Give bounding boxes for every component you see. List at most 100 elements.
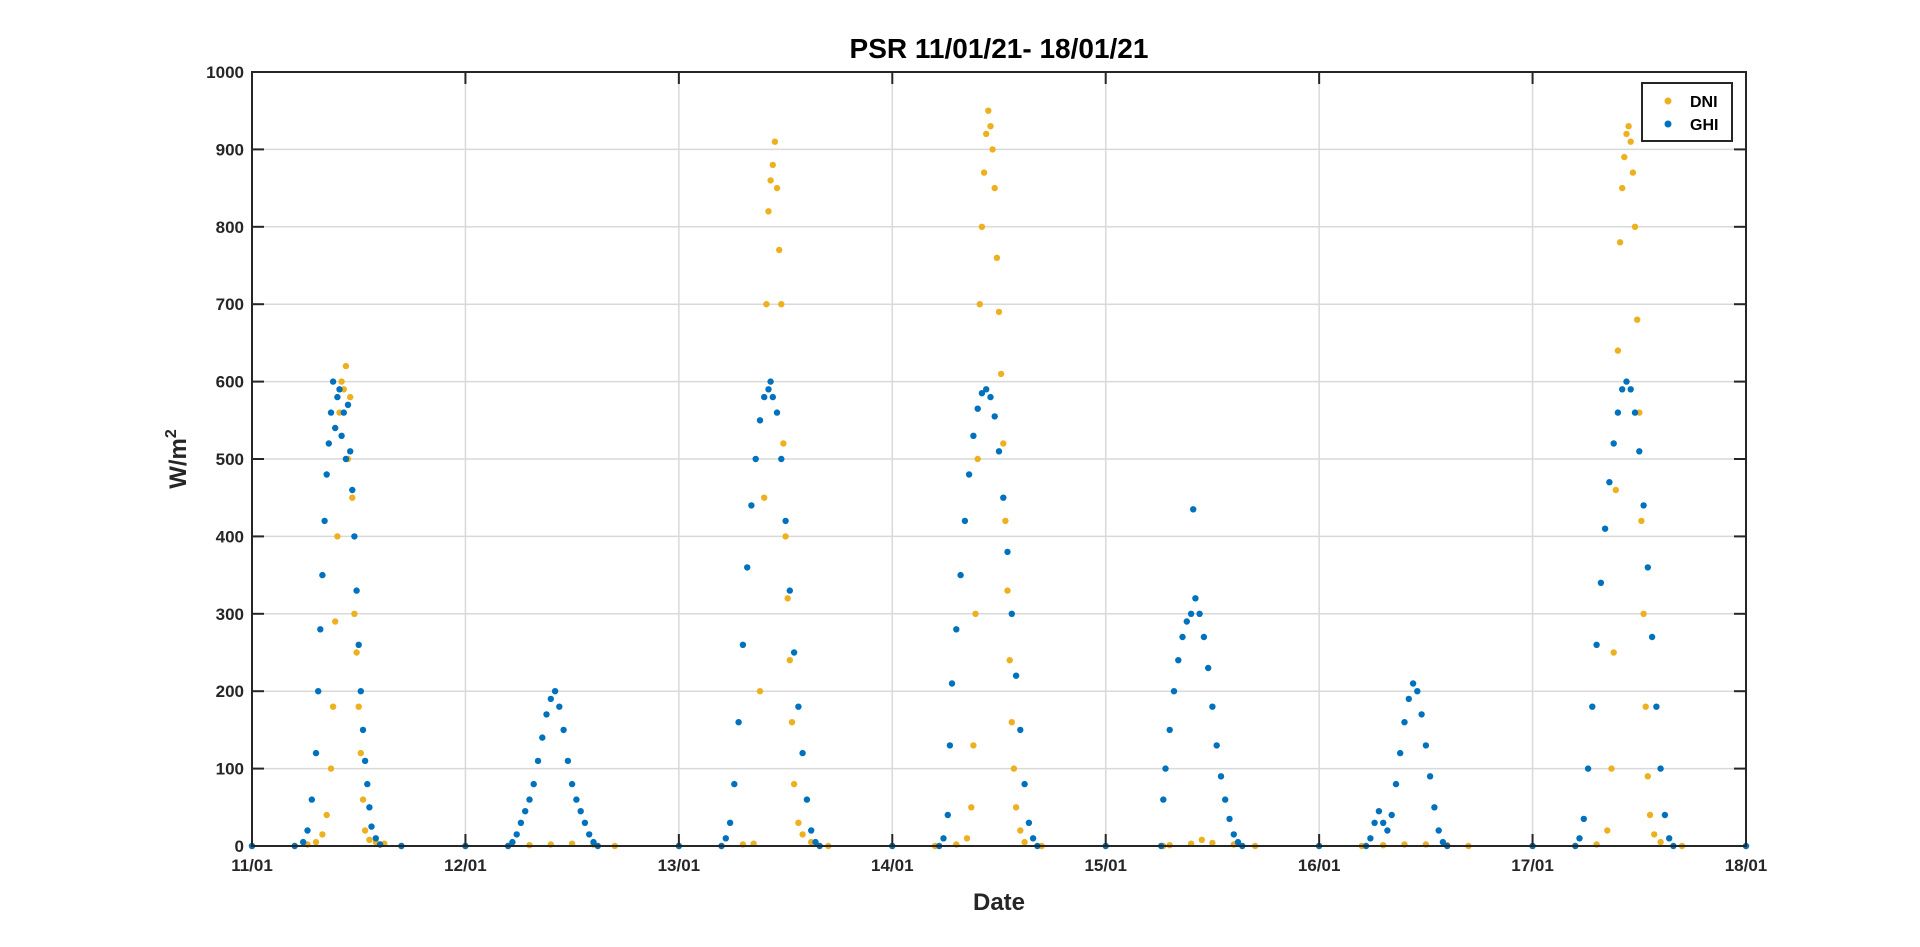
data-point-ghi [1029,835,1037,842]
data-point-ghi [1222,796,1229,803]
data-point-ghi [351,533,358,540]
data-point-dni [1640,610,1647,617]
data-point-ghi [340,409,347,416]
x-tick-label: 13/01 [658,856,701,875]
data-point-dni [782,533,789,540]
data-point-ghi [1392,780,1400,788]
data-point-ghi [1012,672,1020,679]
data-point-ghi [1661,811,1669,819]
data-point-ghi [965,471,973,478]
data-point-ghi [368,823,375,830]
data-point-ghi [513,831,520,838]
data-point-ghi [1021,780,1028,788]
data-point-ghi [961,517,969,525]
data-point-ghi [315,688,322,695]
data-point-dni [995,308,1003,316]
data-point-ghi [1187,610,1195,617]
data-point-ghi [547,695,554,703]
data-point-ghi [344,401,352,408]
data-point-dni [983,130,990,138]
data-point-ghi [1623,378,1630,385]
y-tick-label: 600 [216,373,244,392]
data-point-dni [799,831,806,838]
data-point-dni [312,838,320,846]
data-point-dni [972,610,979,617]
data-point-dni [963,835,971,842]
data-point-ghi [1004,548,1011,556]
data-point-ghi [739,641,747,648]
data-point-ghi [590,838,597,846]
data-point-ghi [978,390,986,397]
data-point-ghi [357,688,364,695]
data-point-dni [1004,587,1011,594]
data-point-ghi [325,440,332,447]
data-point-dni [1644,773,1652,780]
data-point-dni [1657,838,1664,846]
data-point-ghi [1226,815,1233,823]
data-point-dni [1621,153,1628,161]
data-point-ghi [573,796,580,803]
x-tick-label: 16/01 [1298,856,1341,875]
data-point-ghi [323,471,330,478]
data-point-ghi [799,749,806,757]
data-point-ghi [1170,688,1178,695]
data-point-dni [771,138,779,145]
data-point-dni [991,184,998,192]
data-point-dni [788,719,796,726]
y-tick-label: 200 [216,682,244,701]
data-point-ghi [359,726,367,734]
data-point-ghi [765,386,772,393]
y-tick-label: 1000 [206,63,244,82]
data-point-dni [1623,130,1630,138]
y-tick-label: 700 [216,295,244,314]
data-point-dni [767,177,774,184]
y-tick-label: 500 [216,450,244,469]
y-axis-title-unit: W/m [165,438,192,489]
data-point-ghi [1422,742,1430,749]
data-point-ghi [953,626,960,633]
data-point-ghi [769,393,776,401]
data-point-ghi [782,517,789,525]
data-point-dni [349,494,356,501]
data-point-ghi [1409,680,1417,687]
data-point-ghi [1644,564,1652,571]
data-point-ghi [1175,657,1182,664]
data-point-ghi [1636,448,1643,455]
data-point-ghi [1008,610,1015,617]
data-point-dni [1198,836,1206,843]
data-point-ghi [334,393,341,401]
data-point-ghi [355,641,362,648]
data-point-ghi [957,571,964,579]
data-point-ghi [364,780,371,788]
axis-ticks [251,71,1747,847]
tick-labels: 0 100 200 300 400 500 600 700 800 900 1000 11/01 12/… [206,63,1767,875]
data-point-ghi [1435,827,1442,834]
data-point-ghi [522,808,529,815]
data-point-dni [780,440,787,447]
data-point-dni [319,831,326,838]
data-point-dni [1608,765,1615,772]
data-point-dni [976,301,983,308]
data-point-ghi [1371,819,1378,826]
data-point-dni [1006,657,1013,664]
data-point-dni [756,688,764,695]
data-point-ghi [1610,440,1617,447]
data-point-ghi [327,409,335,416]
data-point-ghi [778,455,785,463]
data-point-ghi [1597,579,1605,586]
data-point-dni [776,246,783,254]
data-point-ghi [526,796,533,803]
data-point-ghi [1414,688,1421,695]
data-point-dni [1021,838,1028,846]
data-point-ghi [1606,479,1613,486]
x-axis-title: Date [973,889,1025,916]
data-point-dni [974,455,981,463]
data-point-dni [1209,839,1216,847]
y-tick-label: 800 [216,218,244,237]
data-point-ghi [786,587,793,594]
data-point-ghi [991,413,998,420]
data-point-ghi [509,838,516,846]
data-point-dni [1610,649,1617,656]
data-point-ghi [1200,633,1208,641]
